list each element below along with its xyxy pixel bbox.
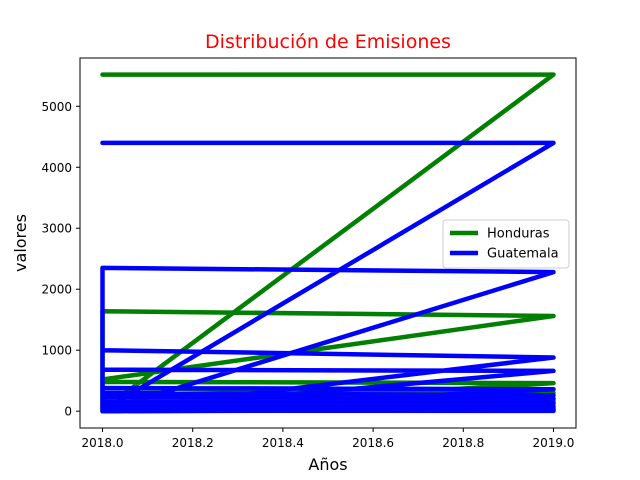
x-tick-label: 2018.2 <box>172 436 214 450</box>
x-axis-label: Años <box>308 455 347 474</box>
plot-frame <box>79 57 577 429</box>
y-tick-label: 4000 <box>41 161 72 175</box>
x-tick-label: 2018.6 <box>352 436 394 450</box>
y-axis-label: valores <box>11 214 30 272</box>
x-tick-label: 2018.4 <box>262 436 304 450</box>
y-axis: 0 1000 2000 3000 4000 5000 <box>41 100 80 419</box>
legend-label-honduras: Honduras <box>487 227 550 242</box>
y-tick-label: 2000 <box>41 283 72 297</box>
y-tick-label: 1000 <box>41 344 72 358</box>
legend: Honduras Guatemala <box>442 219 570 269</box>
chart-title: Distribución de Emisiones <box>205 31 451 53</box>
x-tick-label: 2019.0 <box>532 436 574 450</box>
y-tick-label: 5000 <box>41 100 72 114</box>
legend-label-guatemala: Guatemala <box>487 247 559 262</box>
x-tick-label: 2018.8 <box>442 436 484 450</box>
x-tick-label: 2018.0 <box>82 436 124 450</box>
y-tick-label: 3000 <box>41 222 72 236</box>
x-axis: 2018.0 2018.2 2018.4 2018.6 2018.8 2019.0 <box>82 428 574 450</box>
plot-area <box>79 57 577 429</box>
series-line-guatemala <box>100 140 556 414</box>
series-layer <box>100 72 556 414</box>
y-tick-label: 0 <box>64 405 72 419</box>
